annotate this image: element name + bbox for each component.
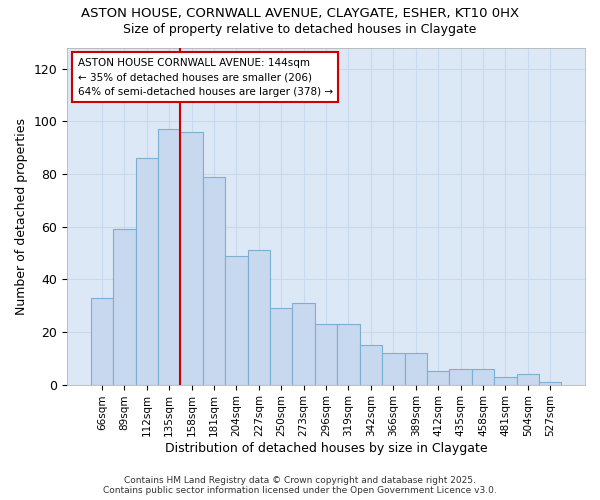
Bar — [270, 308, 292, 384]
Bar — [292, 303, 315, 384]
Bar — [113, 229, 136, 384]
Bar — [472, 369, 494, 384]
Bar — [517, 374, 539, 384]
Bar — [315, 324, 337, 384]
Bar — [539, 382, 562, 384]
Bar — [181, 132, 203, 384]
Text: Size of property relative to detached houses in Claygate: Size of property relative to detached ho… — [124, 22, 476, 36]
Bar — [360, 345, 382, 385]
Bar — [337, 324, 360, 384]
Y-axis label: Number of detached properties: Number of detached properties — [15, 118, 28, 314]
Bar — [404, 353, 427, 384]
Bar — [136, 158, 158, 384]
Bar — [158, 129, 181, 384]
Bar — [248, 250, 270, 384]
Text: ASTON HOUSE, CORNWALL AVENUE, CLAYGATE, ESHER, KT10 0HX: ASTON HOUSE, CORNWALL AVENUE, CLAYGATE, … — [81, 8, 519, 20]
Bar — [494, 376, 517, 384]
Bar — [225, 256, 248, 384]
Bar — [427, 372, 449, 384]
Bar — [91, 298, 113, 384]
X-axis label: Distribution of detached houses by size in Claygate: Distribution of detached houses by size … — [165, 442, 487, 455]
Bar — [382, 353, 404, 384]
Text: ASTON HOUSE CORNWALL AVENUE: 144sqm
← 35% of detached houses are smaller (206)
6: ASTON HOUSE CORNWALL AVENUE: 144sqm ← 35… — [77, 58, 332, 97]
Text: Contains HM Land Registry data © Crown copyright and database right 2025.
Contai: Contains HM Land Registry data © Crown c… — [103, 476, 497, 495]
Bar — [203, 176, 225, 384]
Bar — [449, 369, 472, 384]
